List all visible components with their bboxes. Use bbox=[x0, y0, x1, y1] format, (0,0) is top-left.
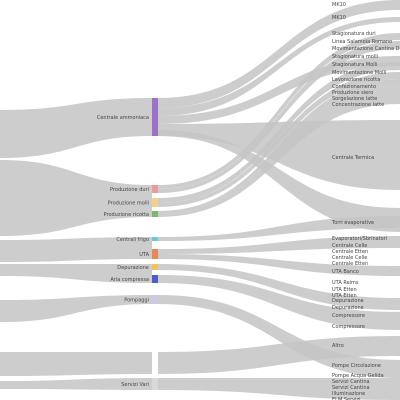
right-node-label: UTA Etten bbox=[332, 287, 357, 293]
right-node-label: Sorgelazione latte bbox=[332, 96, 377, 102]
node-centrale-ammoniaca[interactable] bbox=[152, 98, 158, 136]
right-node-label: Servizi Cantina bbox=[332, 379, 370, 385]
right-node-label: MK10 bbox=[332, 2, 346, 8]
right-node-label: Produzione siero bbox=[332, 90, 373, 96]
node-label-servizi-vari: Servizi Vari bbox=[121, 382, 149, 388]
node-aria-compressa[interactable] bbox=[152, 275, 158, 283]
link-centrale-ammoniaca-out-0 bbox=[158, 0, 400, 108]
node-label-centrali-frigo: Centrali frigo bbox=[116, 237, 149, 243]
link-produzione-ricotta-out-9 bbox=[158, 86, 400, 217]
right-node-label: Lavorazione ricotta bbox=[332, 77, 380, 83]
node-label-centrale-ammoniaca: Centrale ammoniaca bbox=[97, 115, 149, 121]
link-source-depurazione bbox=[0, 264, 152, 283]
link-produzione-ricotta-out-8 bbox=[158, 79, 400, 214]
right-node-label: Confezionamento bbox=[332, 84, 376, 90]
right-node-label: Concentrazione latte bbox=[332, 102, 384, 108]
node-label-aria-compressa: Aria compressa bbox=[110, 277, 149, 283]
right-node-label: Pompe Acqua Gelida bbox=[332, 373, 384, 379]
link-produzione-molli-out-6 bbox=[158, 62, 400, 203]
link-source-produzione bbox=[0, 160, 152, 236]
node-servizi-vari[interactable] bbox=[152, 378, 158, 390]
link-centrali-frigo-out-10 bbox=[158, 216, 400, 241]
link-aria-compressa-out-14 bbox=[158, 275, 400, 330]
node-produzione-duri[interactable] bbox=[152, 185, 158, 193]
right-node-label: UTA Reims bbox=[332, 280, 359, 286]
right-node-label: Stagionatura Molli bbox=[332, 62, 377, 68]
link-source-pompaggi bbox=[0, 295, 152, 322]
link-uta-out-11 bbox=[158, 236, 400, 254]
right-node-label: Depurazione bbox=[332, 298, 364, 304]
link-centrale-termica-band bbox=[158, 130, 400, 232]
node-label-produzione-molli: Produzione molli bbox=[108, 201, 149, 207]
node-uta[interactable] bbox=[152, 249, 158, 259]
link-source-lower bbox=[0, 352, 152, 376]
node-depurazione[interactable] bbox=[152, 264, 158, 270]
node-label-depurazione: Depurazione bbox=[117, 265, 149, 271]
right-node-label: Centrale Celle bbox=[332, 243, 367, 249]
link-centrale-ammoniaca-out-2 bbox=[158, 56, 400, 124]
right-node-label: Stagionatura duri bbox=[332, 31, 376, 37]
link-produzione-duri-out-5 bbox=[158, 41, 400, 193]
node-label-pompaggi: Pompaggi bbox=[124, 298, 149, 304]
right-node-label: ELM Servizi bbox=[332, 397, 361, 400]
right-node-label: Linea Salamoia Romano bbox=[332, 39, 392, 45]
link-source-servizi bbox=[0, 378, 152, 390]
right-node-label: MK10 bbox=[332, 15, 346, 21]
link-uta-out-12 bbox=[158, 254, 400, 276]
right-node-label: Compressore bbox=[332, 313, 365, 319]
sankey-labels: Centrale ammoniaca Produzione duri Produzi… bbox=[97, 2, 400, 400]
right-node-label: Centrale Termica bbox=[332, 155, 374, 161]
right-node-label: UTA Etten bbox=[332, 293, 357, 299]
node-label-produzione-duri: Produzione duri bbox=[110, 187, 149, 193]
right-node-label: Centrale Etten bbox=[332, 249, 368, 255]
right-node-label: Torri evaporative bbox=[331, 220, 374, 226]
right-node-label: Compressore bbox=[332, 324, 365, 330]
link-servizi-vari-out-16 bbox=[158, 378, 400, 400]
right-node-label: Movimentazione Molli bbox=[332, 70, 386, 76]
right-node-label: Pompe Circolazione bbox=[332, 363, 381, 369]
right-node-label: Movimentazione Cantina Duri bbox=[332, 46, 400, 52]
link-depurazione-out-13 bbox=[158, 264, 400, 310]
node-centrali-frigo[interactable] bbox=[152, 237, 158, 241]
link-source-frigo-uta bbox=[0, 237, 152, 262]
link-centrale-ammoniaca-out-1 bbox=[158, 17, 400, 116]
right-node-label: Evaporatori/Sbrinatori bbox=[332, 236, 387, 242]
node-produzione-ricotta[interactable] bbox=[152, 211, 158, 217]
node-produzione-molli[interactable] bbox=[152, 198, 158, 207]
node-label-uta: UTA bbox=[139, 252, 149, 258]
right-node-label: Altro bbox=[332, 343, 344, 349]
link-lower-out bbox=[158, 336, 400, 374]
right-node-label: Stagionatura molli bbox=[332, 54, 378, 60]
sankey-nodes bbox=[152, 98, 158, 390]
right-node-label: Illuminazione bbox=[332, 391, 365, 397]
right-node-label: Centrale Etten bbox=[332, 261, 368, 267]
right-node-label: Servizi Cantina bbox=[332, 385, 370, 391]
link-source-centrale-ammoniaca bbox=[0, 98, 152, 158]
right-node-label: Centrale Celle bbox=[332, 255, 367, 261]
right-node-label: Depurazione bbox=[332, 305, 364, 311]
link-produzione-duri-out-4 bbox=[158, 33, 400, 189]
node-label-produzione-ricotta: Produzione ricotta bbox=[104, 212, 149, 218]
node-pompaggi[interactable] bbox=[152, 295, 158, 304]
right-node-label: UTA Banco bbox=[332, 269, 359, 275]
link-produzione-molli-out-7 bbox=[158, 72, 400, 207]
